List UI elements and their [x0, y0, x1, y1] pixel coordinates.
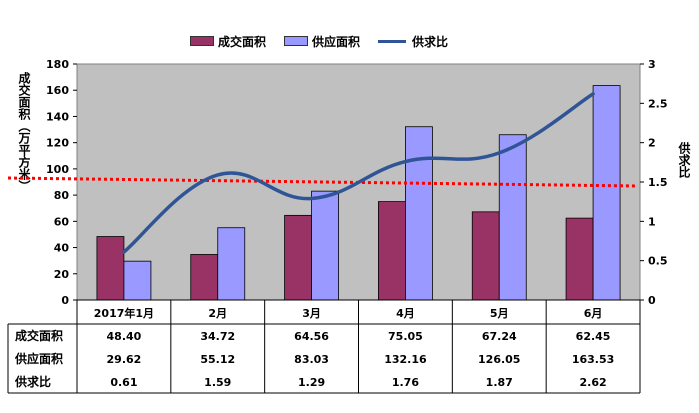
table-cell-value: 0.61 — [110, 376, 137, 389]
x-category-label: 5月 — [490, 307, 509, 320]
y-left-tick-label: 40 — [54, 242, 70, 255]
table-cell-value: 163.53 — [572, 353, 614, 366]
bar-deal — [284, 214, 312, 301]
table-cell-value: 48.40 — [107, 330, 142, 343]
bar-deal — [190, 254, 219, 301]
y-right-tick-label: 0 — [648, 294, 656, 307]
y-right-tick-label: 2.5 — [648, 97, 668, 110]
legend-label-deal: 成交面积 — [218, 34, 267, 49]
y-right-tick-label: 1 — [648, 215, 656, 228]
table-cell-value: 1.29 — [298, 376, 325, 389]
legend-swatch-deal — [190, 36, 214, 46]
y-left-tick-label: 100 — [46, 163, 69, 176]
table-cell-value: 1.59 — [204, 376, 231, 389]
bar-supply — [405, 126, 433, 301]
y-left-tick-label: 80 — [54, 189, 70, 202]
table-cell-value: 55.12 — [200, 353, 235, 366]
table-cell-value: 62.45 — [576, 330, 611, 343]
legend-item-ratio: 供求比 — [378, 33, 448, 50]
bar-deal — [471, 211, 500, 301]
table-row-label: 供应面积 — [14, 351, 63, 366]
bar-supply — [123, 260, 152, 301]
bar-supply — [592, 85, 621, 301]
y-axis-right-title: 供求比 — [677, 142, 691, 178]
y-right-tick-label: 0.5 — [648, 255, 668, 268]
ratio-line — [122, 92, 595, 254]
table-cell-value: 132.16 — [384, 353, 427, 366]
table-cell-value: 29.62 — [107, 353, 142, 366]
y-left-tick-label: 20 — [54, 268, 70, 281]
y-left-tick-label: 180 — [46, 58, 69, 71]
bar-supply — [217, 227, 246, 301]
y-right-tick-label: 3 — [648, 58, 656, 71]
y-right-tick-label: 2 — [648, 137, 656, 150]
bar-supply — [311, 190, 339, 301]
table-cell-value: 1.76 — [392, 376, 419, 389]
y-right-tick-label: 1.5 — [648, 176, 668, 189]
table-cell-value: 75.05 — [388, 330, 423, 343]
table-cell-value: 1.87 — [486, 376, 513, 389]
legend-item-deal: 成交面积 — [190, 33, 266, 50]
table-row-label: 成交面积 — [15, 328, 63, 343]
y-left-tick-label: 60 — [54, 215, 70, 228]
table-cell-value: 126.05 — [478, 353, 520, 366]
y-left-tick-label: 160 — [46, 84, 69, 97]
x-category-label: 2017年1月 — [94, 306, 154, 320]
bar-deal — [96, 236, 125, 301]
legend-label-ratio: 供求比 — [412, 34, 449, 49]
legend-item-supply: 供应面积 — [284, 33, 360, 50]
table-cell-value: 2.62 — [580, 376, 607, 389]
legend: 成交面积 供应面积 供求比 — [190, 31, 466, 51]
x-category-label: 3月 — [302, 307, 321, 320]
x-category-label: 2月 — [208, 307, 227, 320]
table-cell-value: 34.72 — [200, 330, 235, 343]
legend-label-supply: 供应面积 — [312, 34, 361, 49]
table-cell-value: 83.03 — [294, 353, 329, 366]
y-left-tick-label: 140 — [46, 110, 69, 123]
y-left-tick-label: 0 — [61, 294, 69, 307]
y-left-tick-label: 120 — [46, 137, 69, 150]
table-row-label: 供求比 — [14, 374, 51, 389]
legend-swatch-supply — [284, 36, 309, 46]
y-axis-left-title: 成交面积（万平方米） — [17, 72, 31, 192]
table-cell-value: 64.56 — [294, 330, 329, 343]
x-category-label: 6月 — [584, 307, 603, 320]
bar-deal — [378, 201, 406, 301]
bar-deal — [565, 217, 594, 301]
x-category-label: 4月 — [396, 307, 415, 320]
table-cell-value: 67.24 — [482, 330, 517, 343]
legend-swatch-ratio — [378, 39, 407, 43]
bar-supply — [498, 134, 527, 301]
